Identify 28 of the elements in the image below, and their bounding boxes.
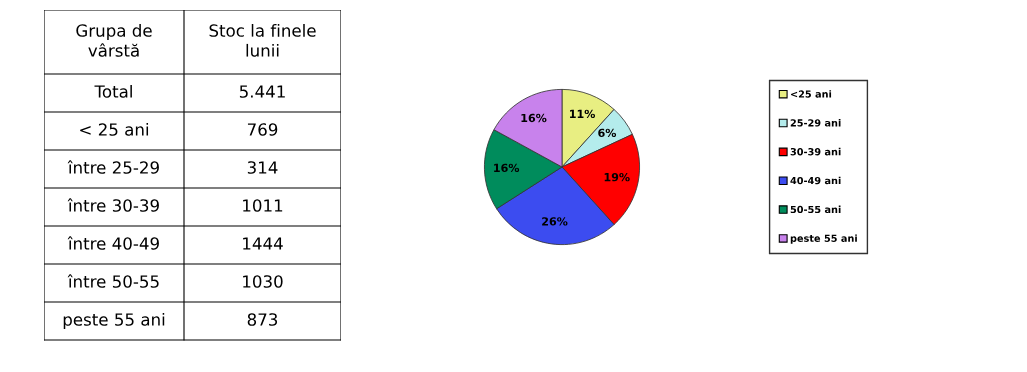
- text: Total: [94, 84, 132, 98]
- text: Stoc la finele lunii: [209, 23, 316, 57]
- data-label: 16%: [521, 113, 547, 123]
- text: între 25-29: [67, 160, 159, 174]
- data-label: 19%: [604, 172, 630, 182]
- text: între 50-55: [67, 274, 159, 288]
- data-label: 26%: [542, 217, 568, 226]
- legend-label: 30-39 ani: [790, 147, 841, 156]
- text: 1030: [243, 275, 283, 288]
- text: 5.441: [239, 85, 285, 98]
- data-label: 6%: [598, 128, 617, 138]
- text: între 30-39: [67, 198, 159, 212]
- data-label: 16%: [494, 163, 520, 173]
- legend-label: 25-29 ani: [790, 119, 841, 127]
- text: < 25 ani: [80, 122, 149, 136]
- text: peste 55 ani: [63, 312, 165, 330]
- text: 1011: [243, 199, 283, 212]
- text: Grupa de vârstă: [76, 23, 152, 57]
- data-label: 11%: [570, 109, 596, 119]
- legend-label: 40-49 ani: [790, 176, 841, 185]
- text: 314: [247, 161, 278, 174]
- text: între 40-49: [67, 236, 159, 250]
- text: 769: [247, 123, 278, 136]
- text: 1444: [243, 237, 283, 250]
- text: 873: [247, 313, 278, 326]
- legend-label: 50-55 ani: [790, 205, 841, 214]
- legend-label: <25 ani: [791, 90, 832, 98]
- legend-label: peste 55 ani: [790, 234, 857, 244]
